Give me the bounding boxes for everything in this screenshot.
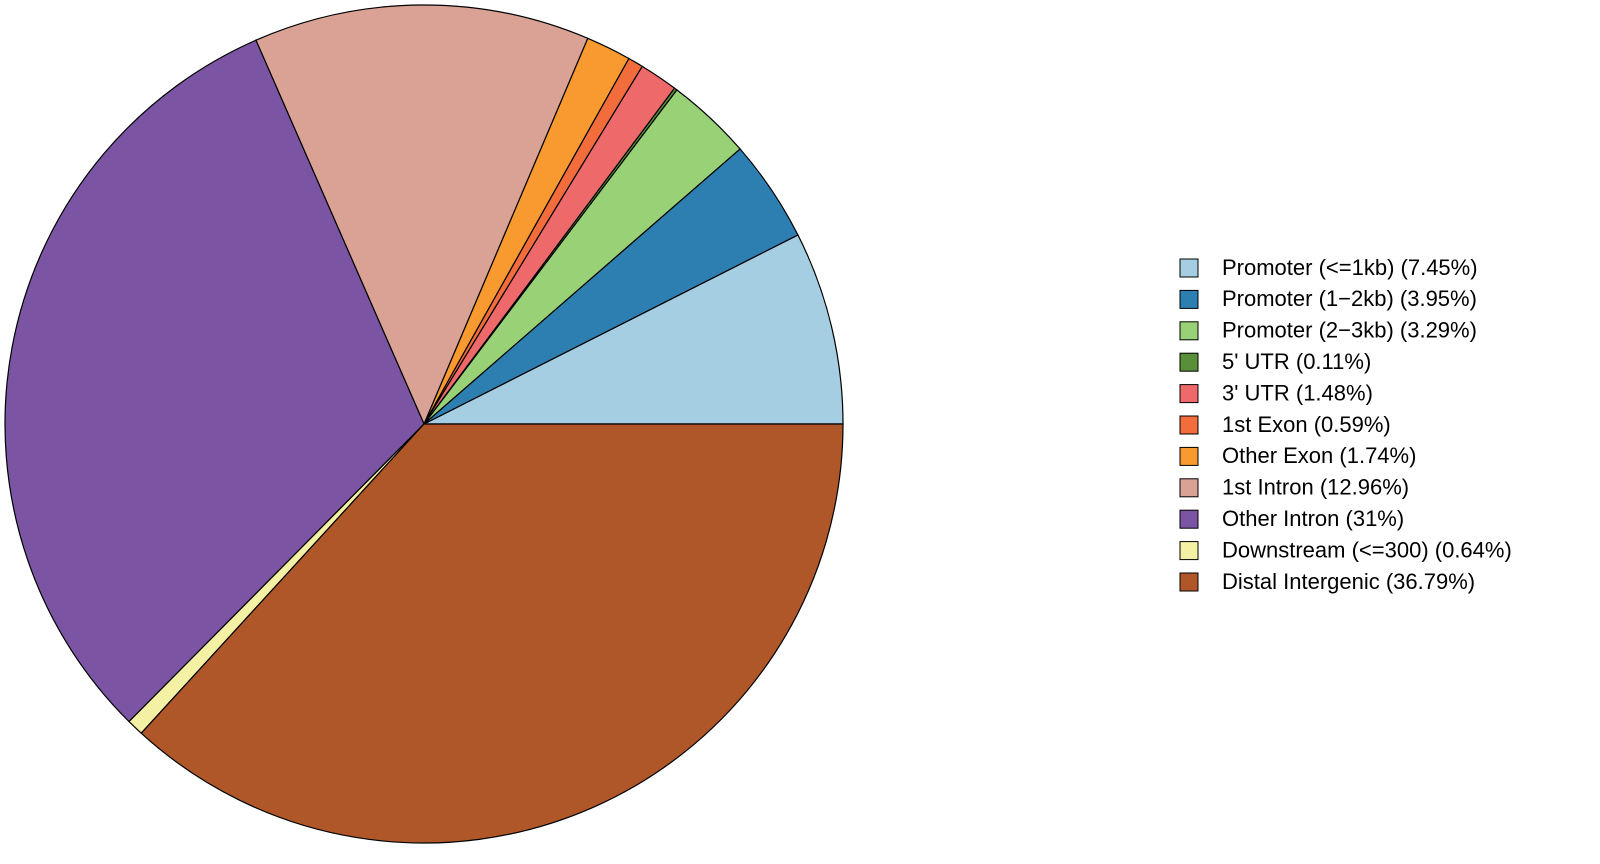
legend-label: Distal Intergenic (36.79%) <box>1222 569 1475 594</box>
legend-swatch <box>1179 352 1199 372</box>
legend-swatch <box>1179 509 1199 529</box>
legend-label: Downstream (<=300) (0.64%) <box>1222 537 1512 562</box>
pie-slice <box>140 423 844 844</box>
legend-swatch <box>1179 289 1199 309</box>
pie-slice <box>255 4 589 426</box>
legend-label: Promoter (<=1kb) (7.45%) <box>1222 255 1478 280</box>
legend-swatch <box>1179 541 1199 561</box>
pie-slice <box>423 234 844 425</box>
legend-swatch <box>1179 258 1199 278</box>
legend-label: 5' UTR (0.11%) <box>1222 349 1371 374</box>
legend-label: 1st Exon (0.59%) <box>1222 412 1391 437</box>
legend-swatch <box>1179 384 1199 404</box>
legend-label: 3' UTR (1.48%) <box>1222 380 1373 405</box>
legend-swatch <box>1179 321 1199 341</box>
legend-label: Promoter (2−3kb) (3.29%) <box>1222 318 1477 343</box>
legend-label: Other Intron (31%) <box>1222 506 1404 531</box>
legend-label: 1st Intron (12.96%) <box>1222 475 1409 500</box>
legend-swatch <box>1179 478 1199 498</box>
legend-swatch <box>1179 446 1199 466</box>
pie-slice <box>4 39 425 723</box>
legend-swatch <box>1179 415 1199 435</box>
legend-label: Other Exon (1.74%) <box>1222 443 1416 468</box>
legend-label: Promoter (1−2kb) (3.95%) <box>1222 286 1477 311</box>
legend-swatch <box>1179 572 1199 592</box>
